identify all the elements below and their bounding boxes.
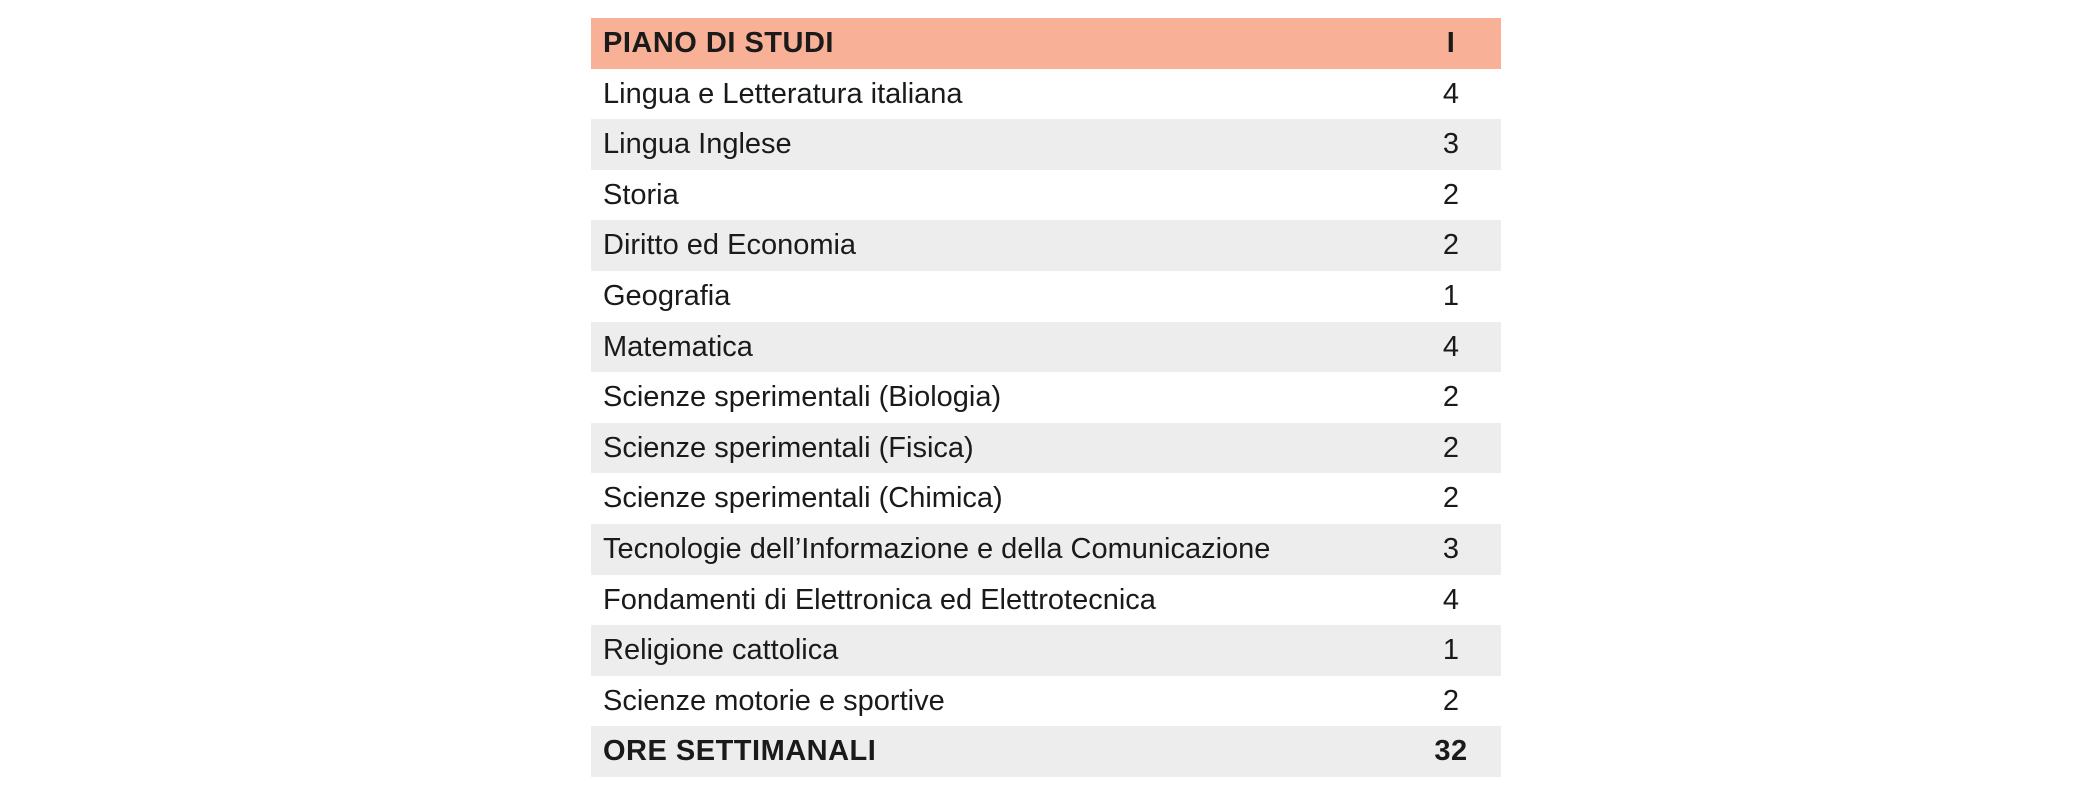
subject-cell: Geografia bbox=[591, 270, 1401, 322]
hours-cell: 4 bbox=[1401, 574, 1501, 626]
subject-cell: Diritto ed Economia bbox=[591, 220, 1401, 271]
hours-cell: 4 bbox=[1401, 321, 1501, 373]
hours-cell: 4 bbox=[1401, 68, 1501, 120]
hours-cell: 1 bbox=[1401, 625, 1501, 676]
table-row: Storia 2 bbox=[591, 169, 1501, 221]
table-row: Diritto ed Economia 2 bbox=[591, 220, 1501, 271]
table-row: Geografia 1 bbox=[591, 270, 1501, 322]
subject-cell: Matematica bbox=[591, 321, 1401, 373]
hours-cell: 2 bbox=[1401, 422, 1501, 474]
subject-cell: Storia bbox=[591, 169, 1401, 221]
subject-cell: Lingua Inglese bbox=[591, 119, 1401, 170]
total-label: ORE SETTIMANALI bbox=[591, 726, 1401, 777]
hours-cell: 3 bbox=[1401, 119, 1501, 170]
hours-cell: 2 bbox=[1401, 169, 1501, 221]
table-row: Lingua Inglese 3 bbox=[591, 119, 1501, 170]
hours-cell: 1 bbox=[1401, 270, 1501, 322]
subject-cell: Scienze sperimentali (Chimica) bbox=[591, 473, 1401, 524]
hours-cell: 2 bbox=[1401, 675, 1501, 727]
total-hours: 32 bbox=[1401, 726, 1501, 777]
table-row: Scienze sperimentali (Fisica) 2 bbox=[591, 422, 1501, 474]
table-total-row: ORE SETTIMANALI 32 bbox=[591, 726, 1501, 777]
table-row: Religione cattolica 1 bbox=[591, 625, 1501, 676]
subject-cell: Fondamenti di Elettronica ed Elettrotecn… bbox=[591, 574, 1401, 626]
subject-cell: Scienze sperimentali (Fisica) bbox=[591, 422, 1401, 474]
table-row: Lingua e Letteratura italiana 4 bbox=[591, 68, 1501, 120]
study-plan-table: PIANO DI STUDI I Lingua e Letteratura it… bbox=[591, 18, 1501, 777]
subject-cell: Scienze motorie e sportive bbox=[591, 675, 1401, 727]
table-header-row: PIANO DI STUDI I bbox=[591, 18, 1501, 69]
hours-cell: 3 bbox=[1401, 523, 1501, 575]
subject-cell: Scienze sperimentali (Biologia) bbox=[591, 372, 1401, 423]
subject-cell: Religione cattolica bbox=[591, 625, 1401, 676]
subject-cell: Lingua e Letteratura italiana bbox=[591, 68, 1401, 120]
hours-cell: 2 bbox=[1401, 473, 1501, 524]
table-row: Tecnologie dell’Informazione e della Com… bbox=[591, 523, 1501, 575]
hours-cell: 2 bbox=[1401, 372, 1501, 423]
table-row: Scienze motorie e sportive 2 bbox=[591, 675, 1501, 727]
subject-cell: Tecnologie dell’Informazione e della Com… bbox=[591, 523, 1401, 575]
table-row: Fondamenti di Elettronica ed Elettrotecn… bbox=[591, 574, 1501, 626]
table-row: Scienze sperimentali (Chimica) 2 bbox=[591, 473, 1501, 524]
header-subject: PIANO DI STUDI bbox=[591, 18, 1401, 69]
hours-cell: 2 bbox=[1401, 220, 1501, 271]
header-year: I bbox=[1401, 18, 1501, 69]
table-row: Scienze sperimentali (Biologia) 2 bbox=[591, 372, 1501, 423]
table-row: Matematica 4 bbox=[591, 321, 1501, 373]
